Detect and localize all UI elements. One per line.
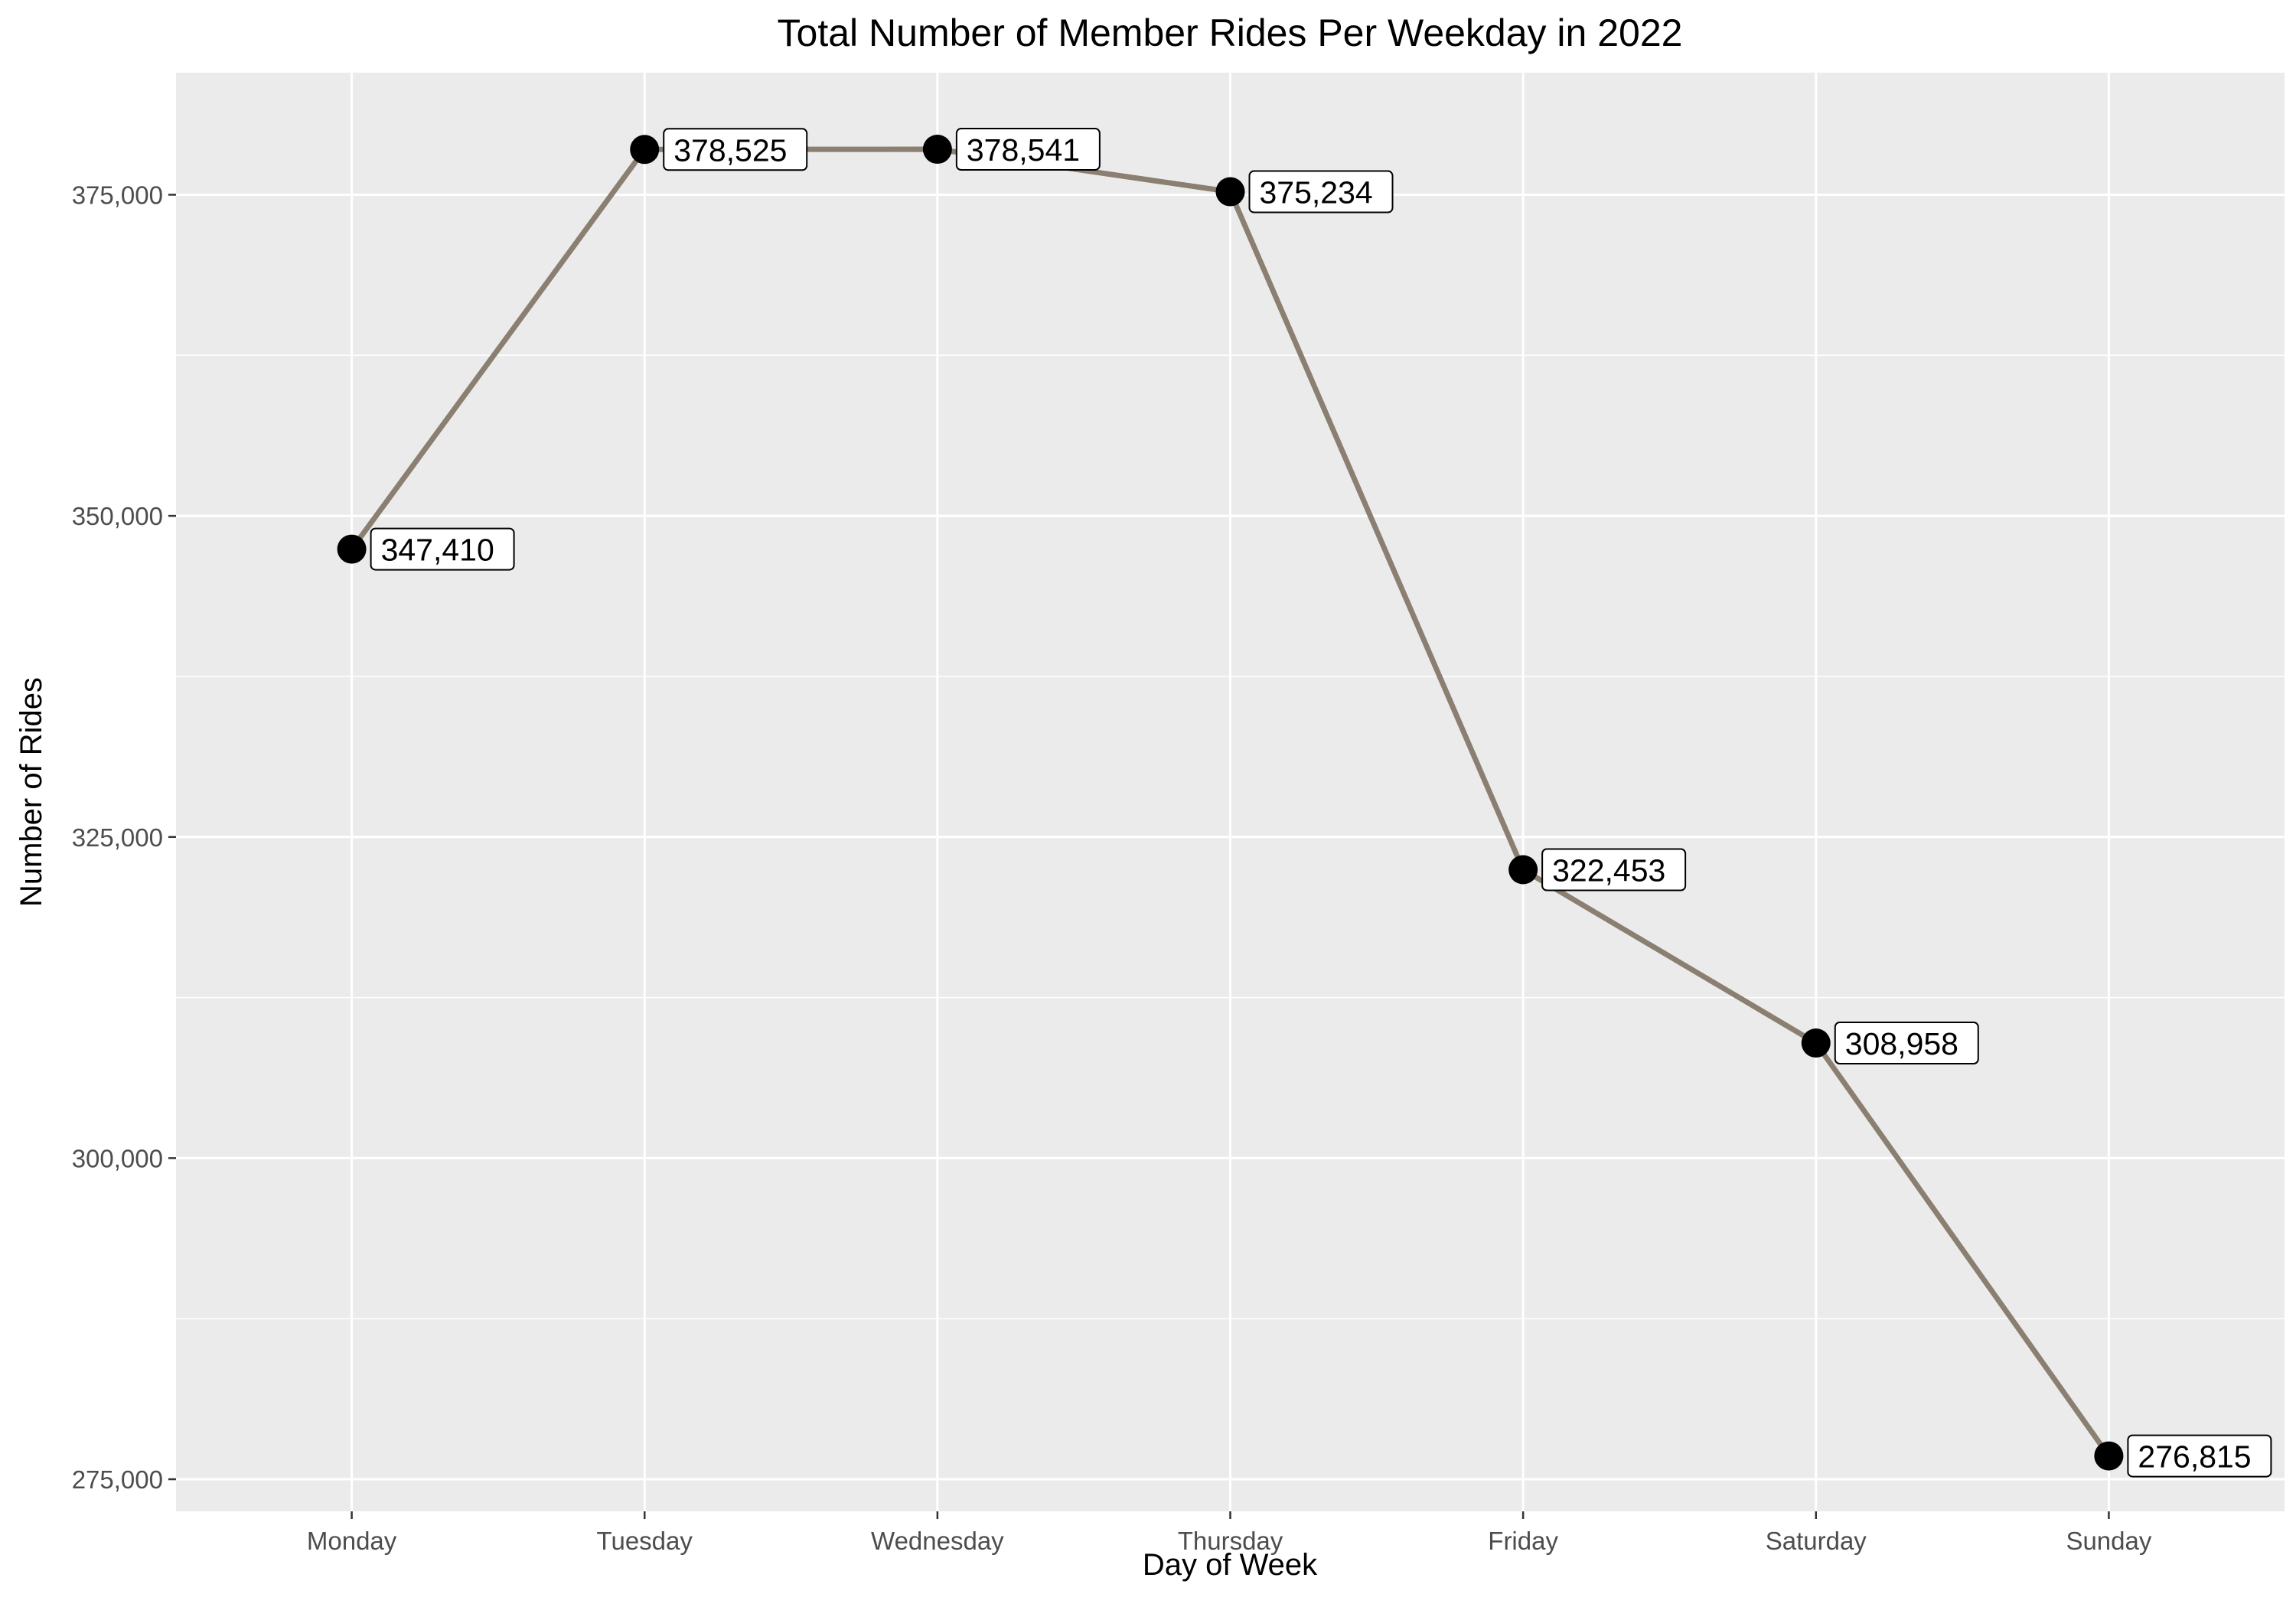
x-tick-label: Tuesday xyxy=(597,1527,693,1555)
data-label: 308,958 xyxy=(1845,1026,1958,1061)
x-tick-label: Friday xyxy=(1488,1527,1558,1555)
x-tick-label: Thursday xyxy=(1178,1527,1283,1555)
chart-title: Total Number of Member Rides Per Weekday… xyxy=(778,11,1683,54)
data-labels: 347,410 378,525 378,541 375,234 322,453 308,9… xyxy=(370,128,2272,1478)
data-point xyxy=(1508,855,1538,885)
data-point xyxy=(337,534,367,564)
y-tick-label: 300,000 xyxy=(72,1144,163,1172)
y-axis-title: Number of Rides xyxy=(15,677,48,907)
data-point xyxy=(1801,1028,1831,1058)
data-label-box xyxy=(663,128,808,171)
x-axis-title: Day of Week xyxy=(1143,1548,1318,1582)
y-tick-label: 375,000 xyxy=(72,181,163,209)
data-point xyxy=(630,135,660,165)
y-tick-label: 350,000 xyxy=(72,502,163,530)
data-label: 378,525 xyxy=(673,132,787,168)
data-label-box xyxy=(2127,1434,2272,1478)
data-label-box xyxy=(1834,1022,1979,1065)
major-gridlines xyxy=(176,73,2285,1511)
x-tick-label: Sunday xyxy=(2066,1527,2151,1555)
series-layer xyxy=(337,135,2124,1471)
x-tick-label: Monday xyxy=(307,1527,397,1555)
data-label: 378,541 xyxy=(967,132,1080,168)
x-axis: Monday Tuesday Wednesday Thursday Friday Satu… xyxy=(307,1511,2152,1555)
data-label-box xyxy=(370,527,515,571)
x-tick-label: Wednesday xyxy=(871,1527,1004,1555)
data-point xyxy=(922,135,952,165)
x-tick-label: Saturday xyxy=(1766,1527,1867,1555)
data-label-box xyxy=(1248,170,1394,214)
data-point xyxy=(2094,1441,2124,1471)
data-label: 276,815 xyxy=(2138,1439,2251,1475)
y-axis: 275,000 300,000 325,000 350,000 375,000 xyxy=(72,181,176,1494)
data-label-box xyxy=(1541,848,1687,892)
data-label: 347,410 xyxy=(381,533,494,568)
y-tick-label: 325,000 xyxy=(72,823,163,852)
data-point xyxy=(1215,177,1245,207)
data-label-box xyxy=(955,128,1101,171)
data-label: 375,234 xyxy=(1260,175,1373,210)
data-label: 322,453 xyxy=(1552,853,1665,888)
y-tick-label: 275,000 xyxy=(72,1465,163,1494)
